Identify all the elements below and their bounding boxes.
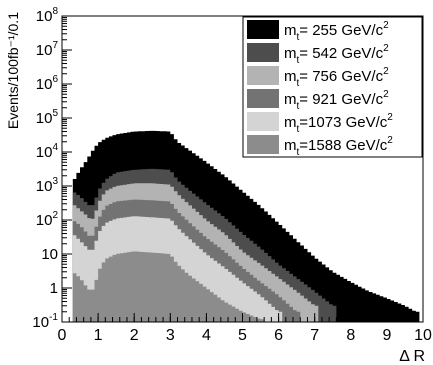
x-tick-label: 7 xyxy=(310,327,319,344)
series-area-1588 xyxy=(72,251,265,322)
x-tick-label: 3 xyxy=(166,327,175,344)
x-axis-label: Δ R xyxy=(399,348,425,365)
y-tick-label: 106 xyxy=(36,74,59,93)
x-tick-label: 6 xyxy=(274,327,283,344)
y-tick-label: 105 xyxy=(36,108,59,127)
y-tick-label: 102 xyxy=(36,210,59,229)
legend-entry-255: mt= 255 GeV/c2 xyxy=(284,20,389,43)
legend-swatch-255 xyxy=(247,20,279,39)
x-tick-label: 8 xyxy=(346,327,355,344)
y-tick-label: 10-1 xyxy=(32,312,58,331)
legend-entry-756: mt= 756 GeV/c2 xyxy=(284,66,389,89)
x-tick-label: 10 xyxy=(414,327,432,344)
legend-swatch-756 xyxy=(247,66,279,85)
legend-entry-1588: mt=1588 GeV/c2 xyxy=(284,135,393,158)
x-tick-label: 2 xyxy=(130,327,139,344)
y-tick-label: 108 xyxy=(36,6,59,25)
histogram-layer xyxy=(72,130,420,322)
legend-swatch-1073 xyxy=(247,112,279,131)
x-tick-label: 9 xyxy=(382,327,391,344)
x-tick-label: 0 xyxy=(58,327,67,344)
legend-entry-921: mt= 921 GeV/c2 xyxy=(284,89,389,112)
y-tick-label: 103 xyxy=(36,176,59,195)
y-tick-label: 10 xyxy=(41,246,58,263)
y-axis-label: Events/100fb⁻¹/0.1 xyxy=(5,12,21,129)
x-tick-label: 1 xyxy=(94,327,103,344)
legend-swatch-542 xyxy=(247,43,279,62)
legend-swatch-921 xyxy=(247,89,279,108)
legend-entry-542: mt= 542 GeV/c2 xyxy=(284,43,389,66)
y-tick-label: 1 xyxy=(50,280,58,297)
legend-box xyxy=(242,16,423,158)
x-tick-label: 4 xyxy=(202,327,211,344)
legend-swatch-1588 xyxy=(247,135,279,154)
y-tick-label: 107 xyxy=(36,40,59,59)
axes: 0 1 2 3 4 5 6 7 8 9 10 10-1 1 10 102 103 104 105 106 107 108 xyxy=(32,6,432,344)
legend-entry-1073: mt=1073 GeV/c2 xyxy=(284,112,393,135)
x-tick-label: 5 xyxy=(238,327,247,344)
y-tick-label: 104 xyxy=(36,142,59,161)
